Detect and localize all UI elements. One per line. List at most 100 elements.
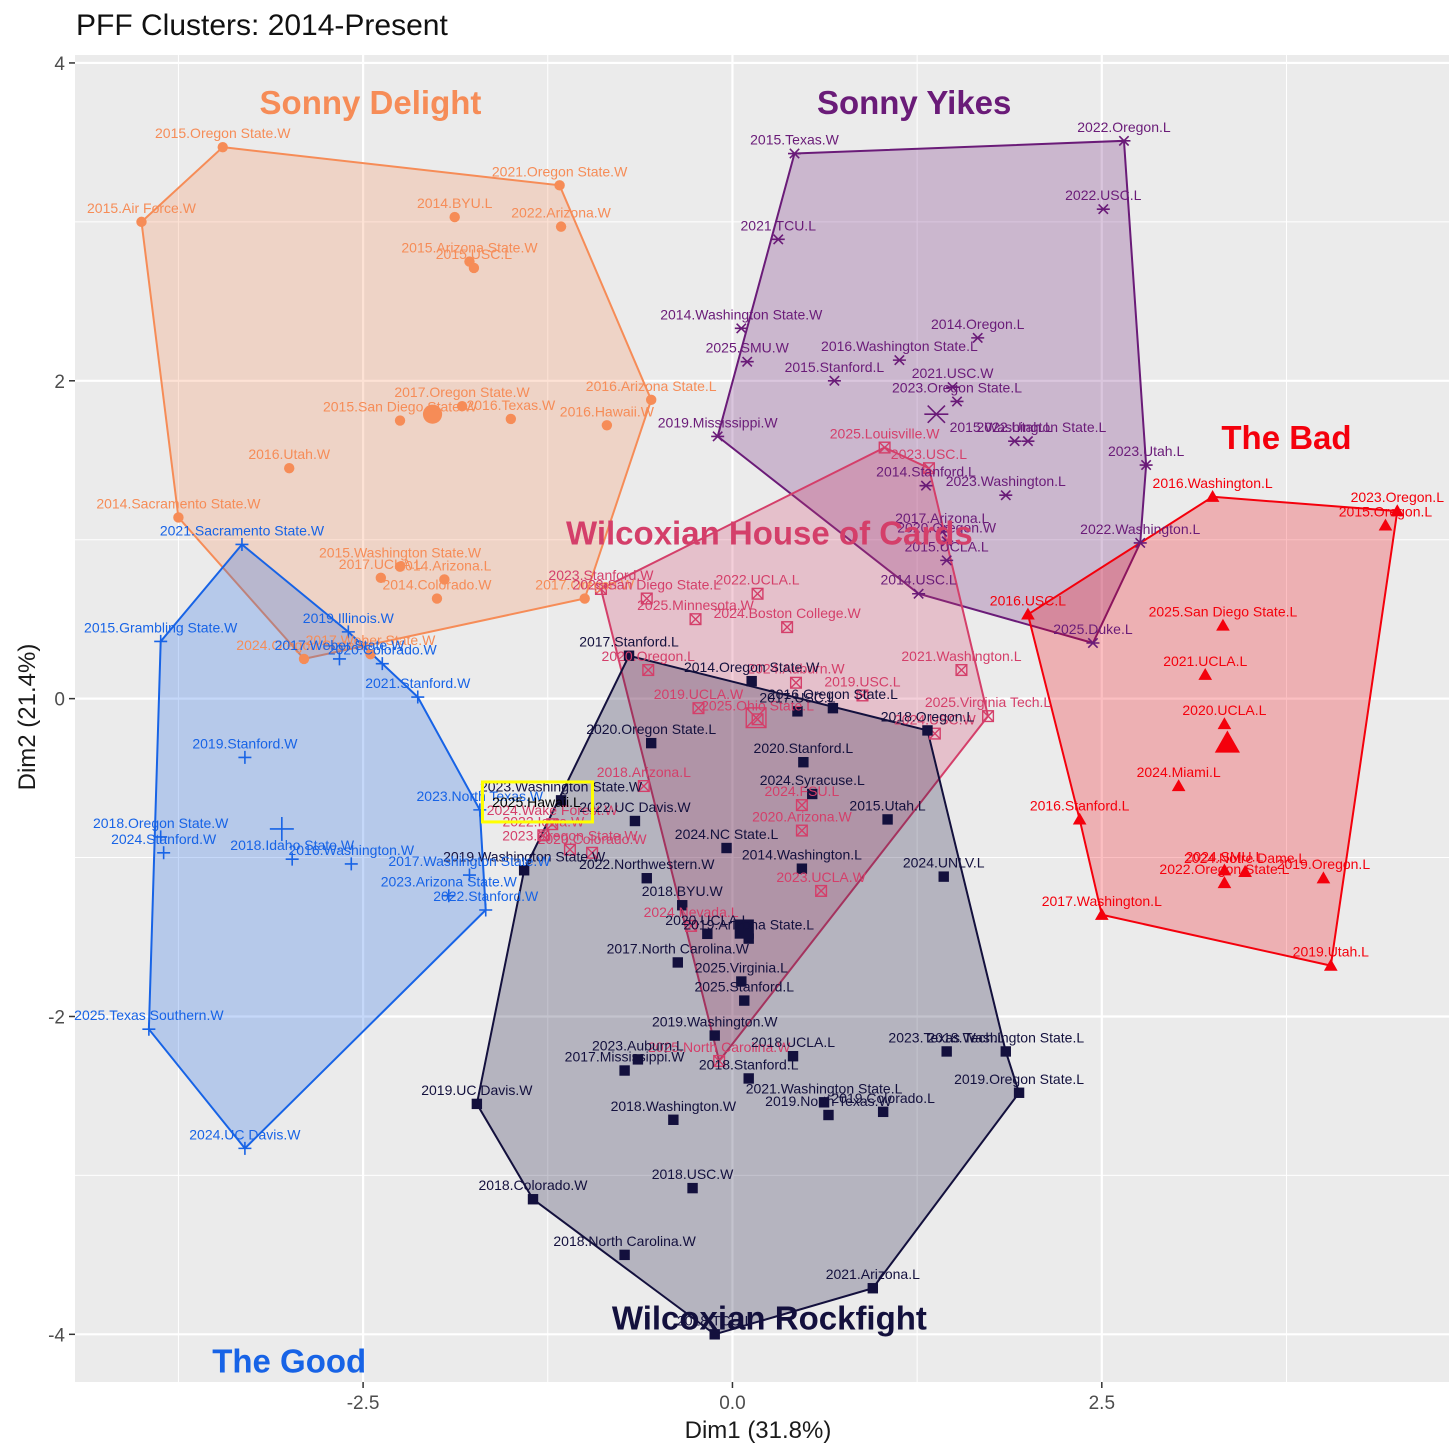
marker-shape [586,846,598,859]
point-label: 2020.Stanford.L [754,740,854,756]
marker-shape [1021,607,1035,620]
marker-shape [1205,489,1220,502]
y-tick-label: -4 [48,1325,65,1346]
marker-shape [1021,435,1035,447]
point-label: 2021.Stanford.W [365,675,471,691]
point-label: 2019.Stanford.W [192,735,298,751]
data-point [922,725,933,736]
marker-shape [555,795,567,806]
marker-shape [856,689,869,702]
marker-shape [1117,135,1131,147]
data-point [623,650,635,661]
data-point [365,648,376,660]
point-label: 2020.Oregon State.L [586,721,716,737]
point-label: 2017.Oregon State.W [394,384,530,400]
data-point [677,900,688,911]
marker-shape [365,648,376,660]
point-label: 2014.Stanford.L [876,464,976,480]
data-point [645,737,657,749]
point-label: 2016.Washington.W [288,842,414,858]
marker-shape [537,829,550,842]
marker-shape [439,574,450,585]
marker-shape [375,572,387,584]
point-label: 2016.Washington.L [1153,475,1273,491]
marker-shape [456,401,468,412]
point-label: 2022.Washington.L [1080,521,1200,537]
marker-shape [955,663,968,677]
marker-shape [564,843,576,856]
data-point [298,653,310,665]
cluster-title-wilcoxian-house-of-cards: Wilcoxian House of Cards [566,514,973,551]
marker-shape [796,863,808,874]
marker-shape [642,663,655,677]
data-point [1117,135,1131,147]
data-point [823,1109,834,1121]
point-label: 2014.BYU.L [417,195,493,211]
marker-shape [787,1051,799,1062]
data-point [935,526,949,538]
marker-shape [922,725,933,736]
data-point [394,415,406,426]
marker-shape [637,780,650,792]
data-point [736,976,747,987]
point-label: 2023.Utah.L [1108,443,1184,459]
point-label: 2014.Oregon.L [931,316,1025,332]
marker-shape [971,332,985,344]
point-label: 2017.USC.L [759,689,835,705]
marker-shape [1171,779,1186,792]
marker-shape [537,829,550,842]
data-point [798,757,809,768]
data-point [734,323,748,334]
marker-shape [795,824,808,837]
marker-shape [394,415,406,426]
cluster-centroid-sonny-delight [422,404,443,424]
point-label: 2014.Colorado.W [382,577,492,593]
marker-shape [518,865,530,876]
marker-shape [739,995,750,1006]
marker-shape [734,919,754,939]
marker-shape [527,1194,539,1205]
point-label: 2024.NC State.L [675,826,779,842]
data-point [157,846,171,860]
marker-shape [781,621,794,634]
marker-shape [645,737,657,749]
marker-shape [411,690,425,704]
data-point [555,795,567,806]
marker-shape [919,480,933,491]
marker-shape [856,689,869,702]
data-point [771,234,785,245]
marker-shape [632,1054,644,1065]
marker-shape [950,396,964,407]
data-point [713,1054,726,1068]
data-point [284,462,295,474]
point-label: 2024.FSU.L [765,783,840,799]
point-label: 2024.Auburn.W [747,661,845,677]
cluster-title-wilcoxian-rockfight: Wilcoxian Rockfight [612,1300,927,1337]
marker-shape [641,873,652,884]
data-point [792,706,803,717]
point-label: 2019.Oregon State.L [954,1071,1084,1087]
data-point [971,332,985,344]
cluster-title-sonny-delight: Sonny Delight [260,84,482,121]
data-point [442,889,456,903]
marker-shape [878,441,891,454]
marker-shape [173,512,184,523]
marker-shape [935,526,949,538]
data-point [1205,489,1220,502]
data-point [1238,865,1252,877]
marker-shape [795,799,808,812]
data-point [878,441,891,454]
marker-shape [751,587,764,600]
marker-shape [827,375,841,387]
data-point [601,420,613,431]
point-label: 2015.Stanford.L [785,359,885,375]
marker-shape [462,868,476,882]
point-label: 2016.Utah.W [248,446,330,462]
marker-shape [555,221,567,232]
point-label: 2016.Arizona State.L [586,378,717,394]
point-label: 2015.Washington State.W [319,545,482,561]
point-label: 2022.UC Davis.W [579,799,691,815]
marker-shape [892,354,906,366]
data-point [629,815,641,827]
point-label: 2025.Minnesota.W [637,597,755,613]
